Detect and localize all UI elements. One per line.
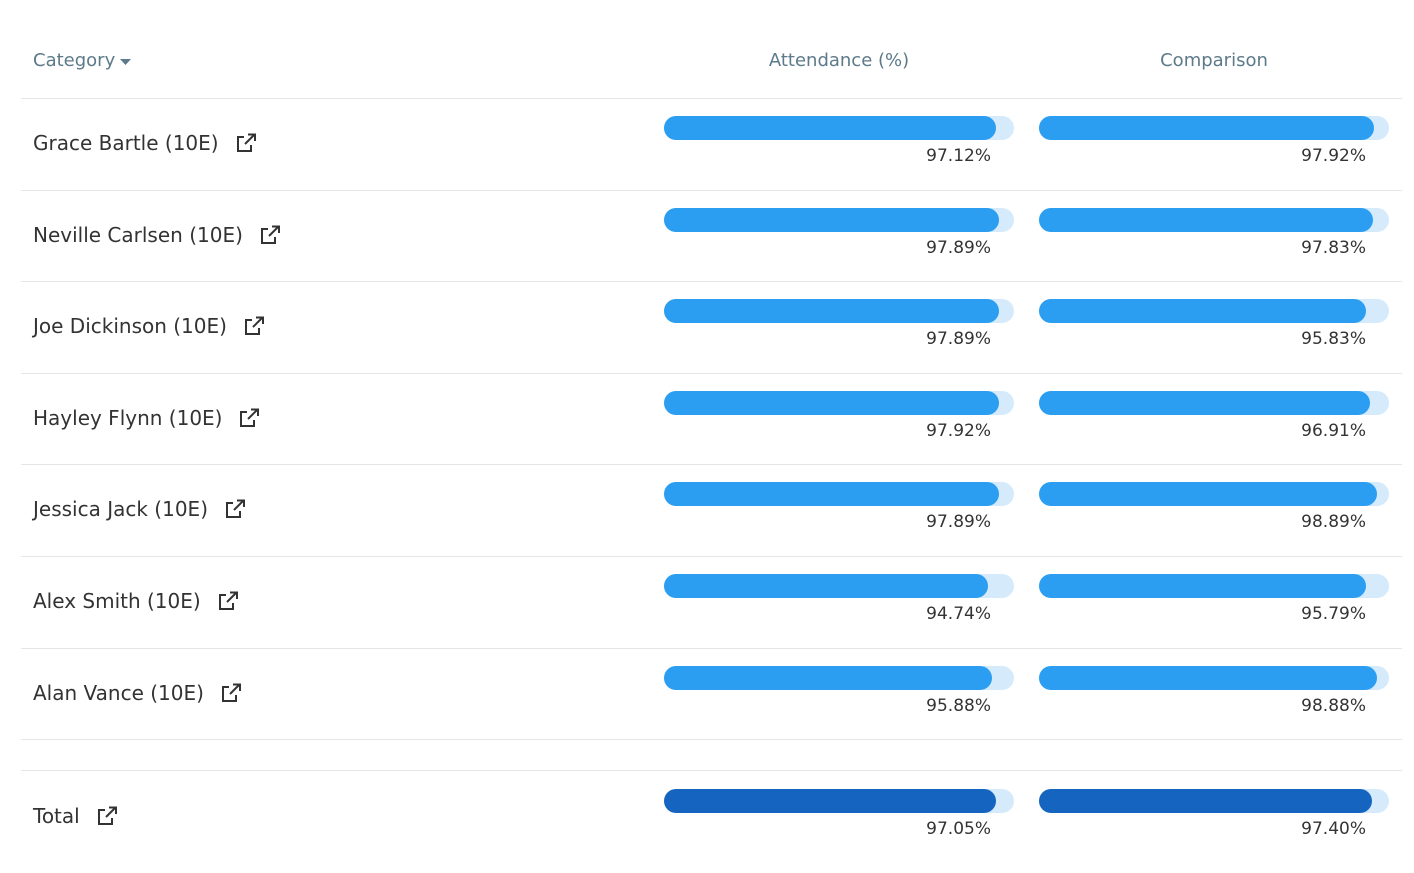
row-separator (21, 189, 1402, 191)
comparison-header: Comparison (1160, 50, 1268, 71)
external-link-icon (260, 225, 280, 244)
value-label: 97.12% (926, 146, 991, 166)
row-name[interactable]: Jessica Jack (10E) (33, 494, 246, 524)
external-link-icon (226, 499, 245, 519)
bar (664, 482, 999, 507)
row-separator (21, 98, 1402, 99)
bar-track (1039, 390, 1389, 415)
bar-track (664, 299, 1014, 324)
name-text: Grace Bartle (10E) (33, 131, 219, 155)
bar (664, 116, 996, 140)
bar (1039, 299, 1367, 324)
category-header[interactable]: Category (33, 50, 133, 71)
row-name[interactable]: Joe Dickinson (10E) (33, 311, 265, 341)
row-name[interactable]: Alex Smith (10E) (33, 586, 239, 616)
value-label: 95.88% (926, 695, 991, 716)
bar-track (1039, 116, 1389, 140)
header-text: Category (33, 50, 116, 71)
external-link-icon (240, 408, 260, 427)
row-name[interactable]: Neville Carlsen (10E) (33, 220, 281, 250)
external-link-icon (244, 316, 264, 336)
name-text: Alan Vance (10E) (33, 680, 204, 705)
attendance-header: Attendance (%) (768, 50, 910, 71)
row-name[interactable]: Grace Bartle (10E) (33, 128, 257, 158)
row-separator (21, 464, 1402, 466)
row-separator (21, 739, 1402, 741)
bar-track (664, 207, 1014, 232)
external-link-icon (236, 133, 256, 152)
row-separator (21, 281, 1402, 283)
row-separator (21, 647, 1402, 649)
bar (1039, 665, 1378, 690)
bar (1039, 207, 1374, 232)
value-label: 98.89% (1301, 512, 1366, 533)
row-separator (21, 372, 1402, 374)
bar (664, 207, 999, 232)
name-text: Total (33, 804, 80, 829)
value-label: 98.88% (1301, 695, 1366, 716)
value-label: 97.89% (926, 512, 991, 533)
external-link-icon (218, 591, 238, 610)
row-separator (21, 770, 1402, 772)
value-label: 97.89% (926, 329, 991, 350)
bar (1039, 482, 1378, 507)
name-text: Jessica Jack (10E) (33, 497, 208, 522)
bar-track (1039, 482, 1389, 507)
value-label: 96.91% (1301, 420, 1366, 441)
name-text: Alex Smith (10E) (33, 589, 201, 613)
bar (1039, 574, 1367, 598)
bar (664, 390, 999, 415)
value-label: 97.92% (926, 420, 991, 441)
external-link-icon (221, 683, 241, 702)
bar-track (1039, 574, 1389, 598)
bar (1039, 789, 1372, 814)
name-text: Hayley Flynn (10E) (33, 405, 223, 430)
row-name[interactable]: Alan Vance (10E) (33, 678, 242, 708)
bar-track (1039, 207, 1389, 232)
bar (664, 299, 999, 324)
bar (1039, 116, 1374, 140)
sort-icon (120, 58, 132, 65)
bar-track (664, 574, 1014, 598)
bar (1039, 390, 1371, 415)
value-label: 97.83% (1301, 237, 1366, 258)
value-label: 95.83% (1301, 329, 1366, 350)
bar (664, 574, 988, 598)
value-label: 95.79% (1301, 604, 1366, 624)
row-name[interactable]: Hayley Flynn (10E) (33, 403, 260, 433)
value-label: 97.05% (926, 819, 991, 840)
row-separator (21, 556, 1402, 557)
bar-track (664, 390, 1014, 415)
value-label: 94.74% (926, 604, 991, 624)
bar-track (664, 789, 1014, 814)
name-text: Neville Carlsen (10E) (33, 222, 243, 247)
bar-track (664, 482, 1014, 507)
bar-track (1039, 789, 1389, 814)
value-label: 97.92% (1301, 146, 1366, 166)
bar-track (664, 116, 1014, 140)
external-link-icon (97, 806, 117, 826)
value-label: 97.40% (1301, 819, 1366, 840)
name-text: Joe Dickinson (10E) (33, 314, 227, 339)
bar-track (1039, 299, 1389, 324)
value-label: 97.89% (926, 237, 991, 258)
row-name[interactable]: Total (33, 801, 118, 831)
bar (664, 665, 992, 690)
bar-track (664, 665, 1014, 690)
bar (664, 789, 996, 814)
bar-track (1039, 665, 1389, 690)
